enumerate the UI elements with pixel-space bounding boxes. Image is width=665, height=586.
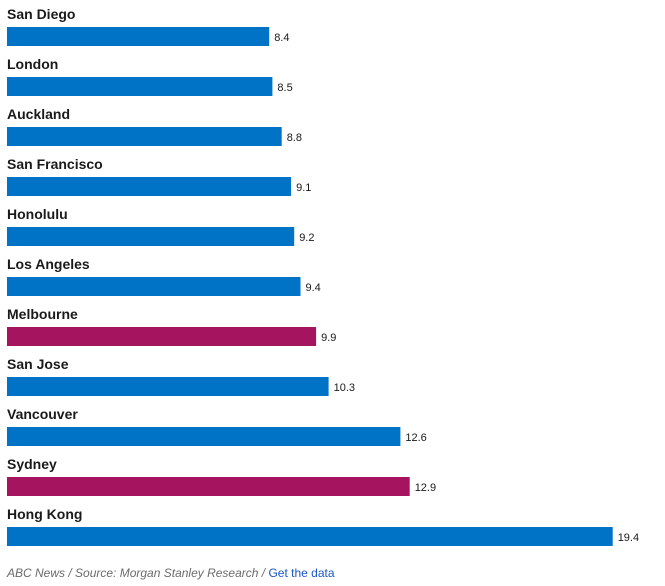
get-the-data-link[interactable]: Get the data: [268, 566, 335, 580]
bar-los-angeles: [7, 277, 301, 296]
category-label-melbourne: Melbourne: [7, 306, 78, 322]
value-label-hong-kong: 19.4: [618, 532, 639, 544]
category-label-honolulu: Honolulu: [7, 206, 68, 222]
value-label-honolulu: 9.2: [299, 232, 314, 244]
value-label-auckland: 8.8: [287, 132, 302, 144]
category-label-san-jose: San Jose: [7, 356, 69, 372]
bar-san-jose: [7, 377, 329, 396]
chart-footer: ABC News / Source: Morgan Stanley Resear…: [7, 566, 335, 580]
bar-san-diego: [7, 27, 270, 46]
value-label-melbourne: 9.9: [321, 332, 336, 344]
bar-auckland: [7, 127, 282, 146]
bar-melbourne: [7, 327, 317, 346]
bar-london: [7, 77, 273, 96]
bar-san-francisco: [7, 177, 292, 196]
value-label-sydney: 12.9: [415, 482, 436, 494]
bar-honolulu: [7, 227, 295, 246]
value-label-los-angeles: 9.4: [306, 282, 321, 294]
value-label-san-diego: 8.4: [274, 32, 289, 44]
value-label-vancouver: 12.6: [405, 432, 426, 444]
value-label-london: 8.5: [277, 82, 292, 94]
category-label-sydney: Sydney: [7, 456, 57, 472]
source-credit: ABC News / Source: Morgan Stanley Resear…: [7, 566, 269, 580]
category-label-london: London: [7, 56, 58, 72]
bar-sydney: [7, 477, 410, 496]
category-label-hong-kong: Hong Kong: [7, 506, 82, 522]
category-label-los-angeles: Los Angeles: [7, 256, 90, 272]
bar-hong-kong: [7, 527, 613, 546]
category-label-auckland: Auckland: [7, 106, 70, 122]
category-label-vancouver: Vancouver: [7, 406, 78, 422]
category-label-san-francisco: San Francisco: [7, 156, 103, 172]
value-label-san-francisco: 9.1: [296, 182, 311, 194]
value-label-san-jose: 10.3: [334, 382, 355, 394]
bar-chart: San Diego 8.4 London 8.5 Auckland 8.8 San Fran…: [7, 6, 639, 546]
category-label-san-diego: San Diego: [7, 6, 75, 22]
bar-vancouver: [7, 427, 401, 446]
